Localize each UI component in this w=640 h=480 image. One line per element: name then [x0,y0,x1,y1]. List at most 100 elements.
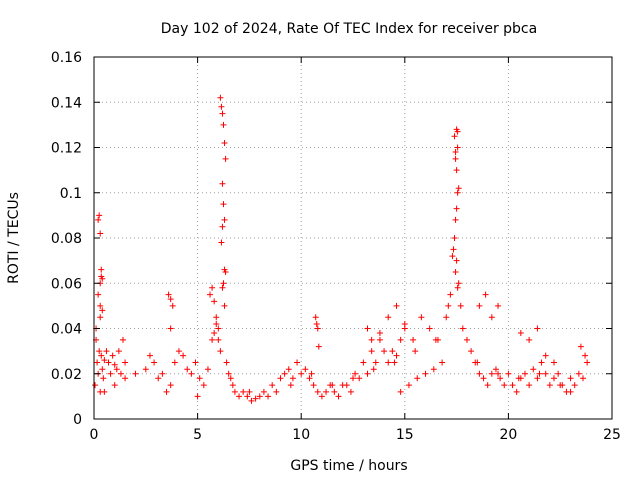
data-point [495,370,502,377]
data-point [213,320,220,327]
data-point [97,302,104,309]
data-point [579,375,586,382]
data-point [526,336,533,343]
data-point [96,348,103,355]
data-point [463,336,470,343]
data-point [505,370,512,377]
data-point [432,336,439,343]
data-point [98,266,105,273]
data-point [405,382,412,389]
data-point [546,382,553,389]
data-point [582,352,589,359]
data-point [368,348,375,355]
data-point [219,284,226,291]
data-point [221,302,228,309]
data-point [422,370,429,377]
data-point [571,382,578,389]
data-point [95,291,102,298]
data-point [120,336,127,343]
data-point [167,382,174,389]
data-point [497,375,504,382]
data-point [418,314,425,321]
data-point [171,359,178,366]
data-point [227,375,234,382]
y-tick-label: 0.08 [51,231,82,247]
data-point [260,388,267,395]
data-point [430,366,437,373]
data-point [401,320,408,327]
data-point [151,359,158,366]
data-point [492,366,499,373]
data-point [550,359,557,366]
data-point [439,359,446,366]
data-point [550,375,557,382]
y-tick-label: 0 [73,412,82,428]
data-point [452,149,459,156]
data-point [454,128,461,135]
x-tick-label: 20 [499,427,517,443]
data-point [555,370,562,377]
data-point [393,302,400,309]
y-axis-ticks: 0 0.02 0.04 0.06 0.08 0.1 0.12 0.14 0.16 [51,50,612,428]
y-tick-label: 0.1 [60,186,82,202]
data-point [265,393,272,400]
data-point [412,348,419,355]
data-point [385,359,392,366]
data-point [443,314,450,321]
data-point [393,352,400,359]
data-point [194,393,201,400]
data-point [517,330,524,337]
data-point [372,359,379,366]
data-point [515,375,522,382]
data-point [180,352,187,359]
data-point [454,284,461,291]
data-point [454,144,461,151]
data-point [474,359,481,366]
data-point [222,268,229,275]
data-point [246,388,253,395]
data-point [457,302,464,309]
data-point [159,370,166,377]
data-point [323,388,330,395]
data-point [452,155,459,162]
data-point [95,216,102,223]
data-point [175,348,182,355]
data-point [105,359,112,366]
x-tick-label: 15 [396,427,414,443]
data-point [97,314,104,321]
data-point [495,302,502,309]
data-point [391,359,398,366]
data-point [167,296,174,303]
data-point [557,382,564,389]
data-point [167,325,174,332]
data-point [117,370,124,377]
data-point [314,325,321,332]
data-point [302,366,309,373]
data-point [534,325,541,332]
data-point [219,110,226,117]
data-point [567,388,574,395]
data-point [298,370,305,377]
data-point [192,359,199,366]
x-axis-ticks: 0 5 10 15 20 25 [90,57,621,443]
y-axis-label: ROTI / TECUs [6,192,22,284]
x-tick-label: 25 [603,427,621,443]
data-point [213,314,220,321]
data-point [343,382,350,389]
data-point [521,370,528,377]
data-point [225,370,232,377]
data-point [207,291,214,298]
data-point [368,336,375,343]
data-point [376,330,383,337]
data-point [97,230,104,237]
data-point [269,382,276,389]
data-point [256,393,263,400]
data-point [381,348,388,355]
data-point [221,139,228,146]
data-point [99,366,106,373]
data-point [445,302,452,309]
data-point [101,357,108,364]
x-tick-label: 5 [193,427,202,443]
data-point [306,375,313,382]
data-point [107,370,114,377]
